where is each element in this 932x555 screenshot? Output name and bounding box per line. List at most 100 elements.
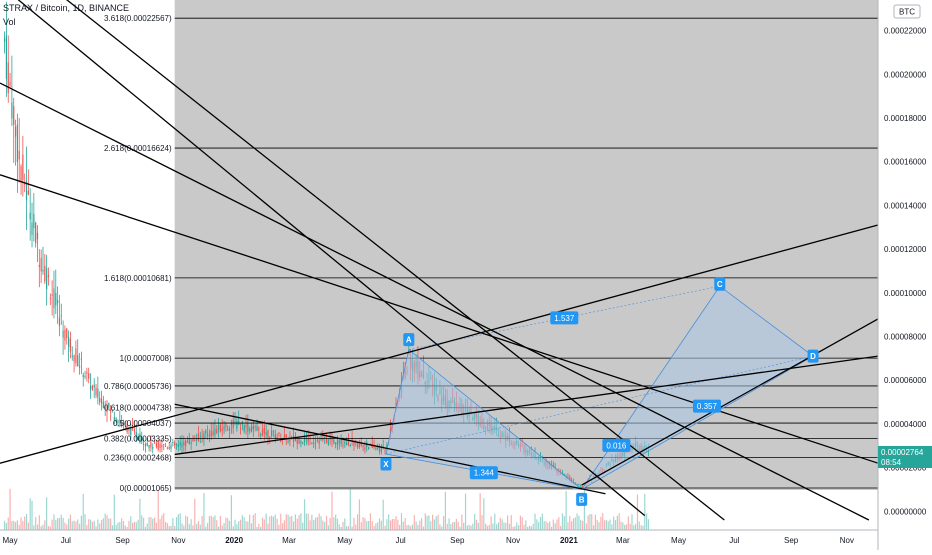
volume-bar — [260, 526, 262, 530]
volume-bar — [583, 489, 586, 530]
candle-body — [563, 473, 565, 476]
volume-bar — [66, 524, 68, 530]
volume-bar — [196, 523, 198, 530]
volume-bar — [603, 520, 606, 530]
candle-body — [22, 154, 24, 181]
volume-bar — [42, 524, 44, 530]
candle-body — [384, 449, 386, 451]
candle-body — [161, 445, 163, 448]
candle-body — [364, 447, 366, 450]
volume-bar — [400, 513, 403, 530]
candle-body — [227, 428, 229, 430]
candle-body — [285, 434, 287, 439]
currency-badge[interactable]: BTC — [893, 4, 921, 19]
candle-body — [115, 418, 117, 422]
volume-bar — [119, 521, 121, 530]
candle-body — [208, 435, 211, 437]
candle-body — [13, 106, 15, 125]
candle-body — [49, 298, 51, 299]
volume-bar — [594, 514, 596, 530]
volume-bar — [397, 519, 399, 530]
pattern-ac-line — [408, 285, 720, 350]
candle-body — [33, 214, 35, 229]
candle-body — [287, 441, 289, 443]
volume-bar — [172, 518, 174, 530]
volume-bar — [234, 519, 236, 530]
candle-body — [121, 423, 123, 426]
volume-bar — [505, 522, 507, 530]
volume-bar — [545, 521, 547, 530]
pattern-label-box — [602, 438, 631, 452]
volume-bar — [521, 517, 523, 530]
volume-bar — [377, 522, 379, 530]
candle-body — [18, 150, 20, 160]
candle-body — [252, 426, 254, 430]
volume-bar — [386, 519, 388, 530]
price-tick-label: 0.00004000 — [884, 420, 927, 429]
volume-bar — [627, 516, 629, 530]
time-tick-label: Jul — [395, 536, 405, 545]
candle-body — [280, 440, 282, 442]
candle-body — [196, 439, 198, 441]
candle-body — [331, 437, 333, 441]
candle-body — [133, 429, 136, 432]
candle-body — [318, 440, 320, 444]
candle-body — [142, 443, 145, 445]
volume-indicator-label[interactable]: Vol — [3, 17, 16, 27]
volume-bar — [442, 516, 445, 530]
candle-body — [335, 442, 337, 445]
volume-bar — [516, 522, 518, 530]
volume-bar — [55, 520, 57, 530]
volume-bar — [444, 491, 447, 530]
volume-bar — [517, 525, 520, 530]
candle-body — [316, 440, 318, 442]
candle-body — [216, 429, 218, 433]
volume-bar — [413, 515, 415, 530]
candle-body — [349, 445, 351, 446]
time-tick-label: May — [337, 536, 352, 545]
currency-badge-box — [893, 4, 921, 19]
candle-body — [55, 292, 57, 306]
candle-body — [581, 486, 584, 488]
candle-body — [201, 436, 203, 438]
volume-bar — [314, 517, 317, 530]
candle-body — [130, 427, 132, 436]
candle-body — [119, 420, 121, 422]
candle-body — [382, 445, 384, 448]
candle-body — [174, 442, 176, 446]
volume-bar — [567, 522, 569, 530]
last-price-value: 0.00002764 — [881, 448, 924, 457]
volume-bar — [309, 520, 311, 530]
volume-bar — [18, 525, 20, 530]
volume-bar — [60, 514, 62, 530]
volume-bar — [539, 516, 542, 530]
volume-bar — [635, 523, 637, 530]
volume-bar — [552, 519, 554, 530]
volume-bar — [347, 526, 350, 530]
candle-body — [152, 447, 154, 449]
last-price-box — [878, 446, 932, 468]
volume-bar — [327, 525, 329, 530]
volume-bar — [441, 526, 443, 530]
candle-body — [380, 446, 382, 452]
candle-body — [230, 422, 232, 426]
candle-body — [166, 447, 168, 449]
volume-bar — [338, 524, 340, 530]
candle-body — [194, 440, 196, 442]
volume-bar — [201, 515, 203, 530]
volume-bar — [426, 515, 428, 530]
trendline-steep-3 — [66, 0, 725, 521]
volume-bar — [399, 524, 401, 530]
candle-body — [309, 438, 311, 440]
candle-body — [88, 373, 90, 379]
time-axis[interactable]: May Jul Sep Nov 2020 Mar May Jul Sep Nov 2021 Mar Ma… — [0, 529, 878, 545]
candle-body — [29, 212, 31, 220]
volume-bar — [366, 521, 368, 530]
volume-bar — [475, 519, 478, 530]
volume-bar — [468, 524, 470, 530]
volume-bar — [622, 522, 624, 530]
volume-bar — [453, 521, 456, 530]
volume-bar — [115, 524, 117, 530]
